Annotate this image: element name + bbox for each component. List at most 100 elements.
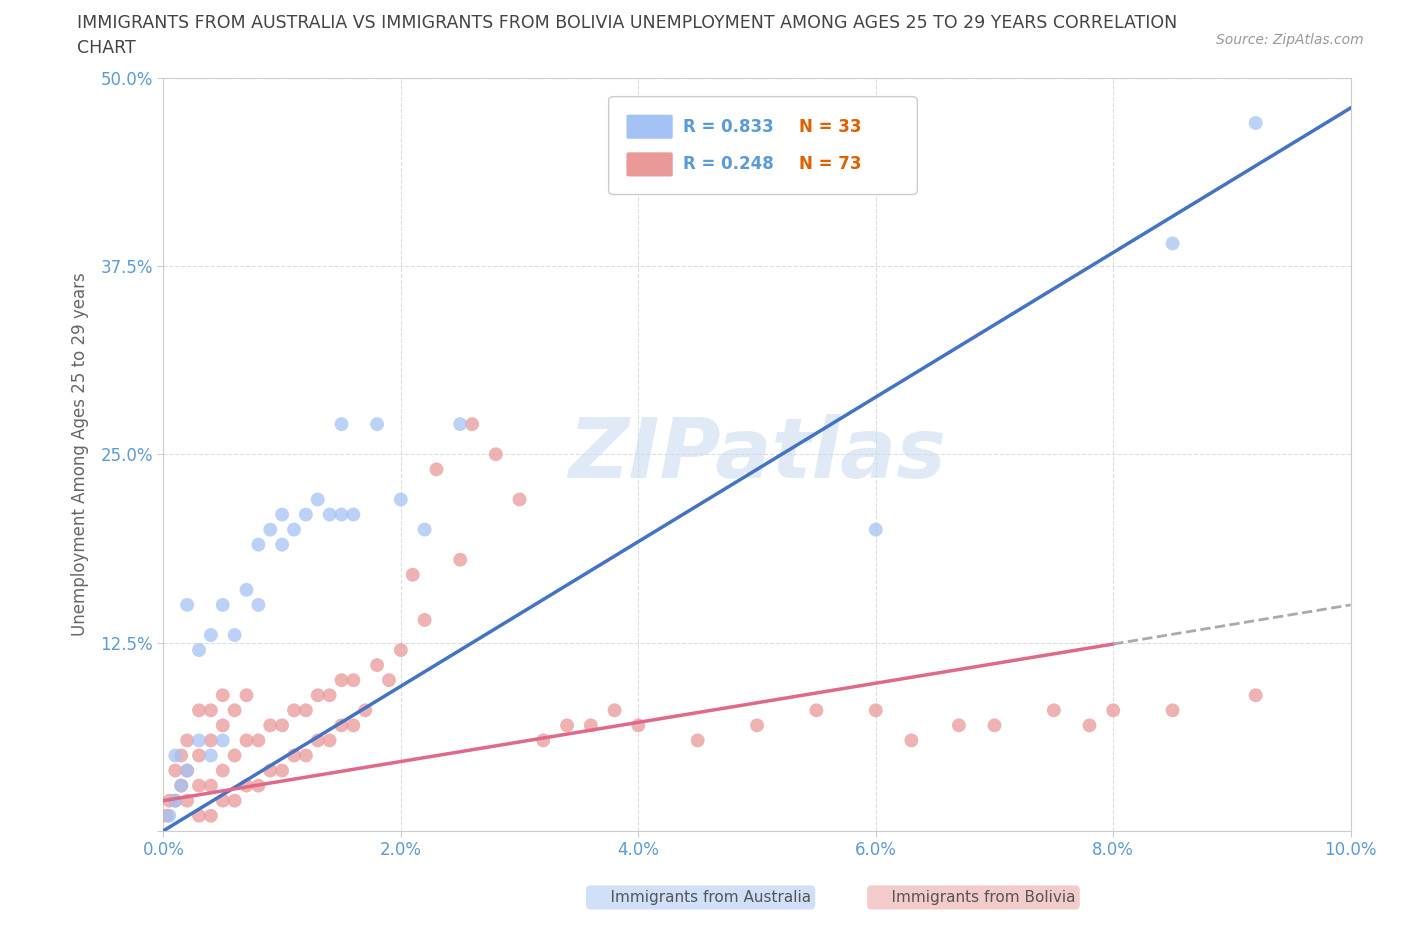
Text: R = 0.248: R = 0.248	[683, 155, 775, 173]
Point	[271, 507, 294, 522]
Point	[627, 718, 650, 733]
Point	[188, 748, 211, 763]
Point	[366, 658, 388, 672]
Point	[271, 538, 294, 552]
Point	[176, 733, 198, 748]
Point	[211, 597, 233, 612]
FancyBboxPatch shape	[609, 97, 917, 194]
Point	[318, 733, 340, 748]
Point	[1244, 688, 1267, 703]
Point	[330, 507, 353, 522]
Point	[378, 672, 401, 687]
Point	[200, 808, 222, 823]
FancyBboxPatch shape	[627, 153, 672, 177]
Point	[235, 733, 257, 748]
Point	[413, 522, 436, 537]
Point	[157, 808, 180, 823]
Point	[165, 793, 187, 808]
Point	[342, 507, 364, 522]
Point	[211, 764, 233, 778]
Point	[259, 764, 281, 778]
Point	[283, 748, 305, 763]
Point	[170, 778, 193, 793]
Point	[1078, 718, 1101, 733]
Point	[211, 733, 233, 748]
Point	[224, 793, 246, 808]
Point	[211, 718, 233, 733]
Point	[402, 567, 425, 582]
Point	[449, 552, 471, 567]
Text: CHART: CHART	[77, 39, 136, 57]
Point	[283, 522, 305, 537]
Text: R = 0.833: R = 0.833	[683, 118, 775, 136]
Point	[948, 718, 970, 733]
Point	[342, 672, 364, 687]
Point	[271, 718, 294, 733]
Point	[176, 764, 198, 778]
Point	[200, 628, 222, 643]
Point	[389, 643, 412, 658]
Point	[188, 733, 211, 748]
Point	[354, 703, 377, 718]
Point	[686, 733, 709, 748]
Point	[188, 778, 211, 793]
Point	[224, 703, 246, 718]
Point	[211, 688, 233, 703]
Point	[176, 793, 198, 808]
Point	[157, 793, 180, 808]
Point	[247, 733, 270, 748]
Point	[509, 492, 531, 507]
Point	[413, 613, 436, 628]
Text: N = 73: N = 73	[799, 155, 860, 173]
Point	[555, 718, 578, 733]
Point	[389, 492, 412, 507]
Point	[176, 764, 198, 778]
Point	[485, 446, 508, 461]
FancyBboxPatch shape	[627, 114, 672, 139]
Point	[224, 628, 246, 643]
Text: ZIPatlas: ZIPatlas	[568, 414, 946, 495]
Point	[1102, 703, 1125, 718]
Point	[330, 718, 353, 733]
Point	[425, 462, 447, 477]
Point	[307, 688, 329, 703]
Point	[330, 672, 353, 687]
Point	[235, 582, 257, 597]
Point	[806, 703, 828, 718]
Text: Source: ZipAtlas.com: Source: ZipAtlas.com	[1216, 33, 1364, 46]
Point	[235, 688, 257, 703]
Point	[247, 597, 270, 612]
Point	[235, 778, 257, 793]
Point	[200, 778, 222, 793]
Point	[745, 718, 768, 733]
Point	[259, 522, 281, 537]
Point	[983, 718, 1005, 733]
Point	[224, 748, 246, 763]
Point	[170, 748, 193, 763]
Point	[165, 764, 187, 778]
Point	[200, 733, 222, 748]
Point	[259, 718, 281, 733]
Point	[200, 748, 222, 763]
Point	[165, 793, 187, 808]
Point	[165, 748, 187, 763]
Point	[900, 733, 922, 748]
Point	[271, 764, 294, 778]
Point	[865, 522, 887, 537]
Point	[318, 688, 340, 703]
Point	[461, 417, 484, 432]
Point	[603, 703, 626, 718]
Point	[307, 492, 329, 507]
Point	[1043, 703, 1066, 718]
Point	[170, 778, 193, 793]
Point	[366, 417, 388, 432]
Point	[188, 808, 211, 823]
Point	[295, 703, 318, 718]
Point	[188, 703, 211, 718]
Point	[579, 718, 602, 733]
Point	[156, 808, 179, 823]
Point	[247, 778, 270, 793]
Point	[449, 417, 471, 432]
Text: IMMIGRANTS FROM AUSTRALIA VS IMMIGRANTS FROM BOLIVIA UNEMPLOYMENT AMONG AGES 25 : IMMIGRANTS FROM AUSTRALIA VS IMMIGRANTS …	[77, 14, 1178, 32]
Point	[295, 748, 318, 763]
